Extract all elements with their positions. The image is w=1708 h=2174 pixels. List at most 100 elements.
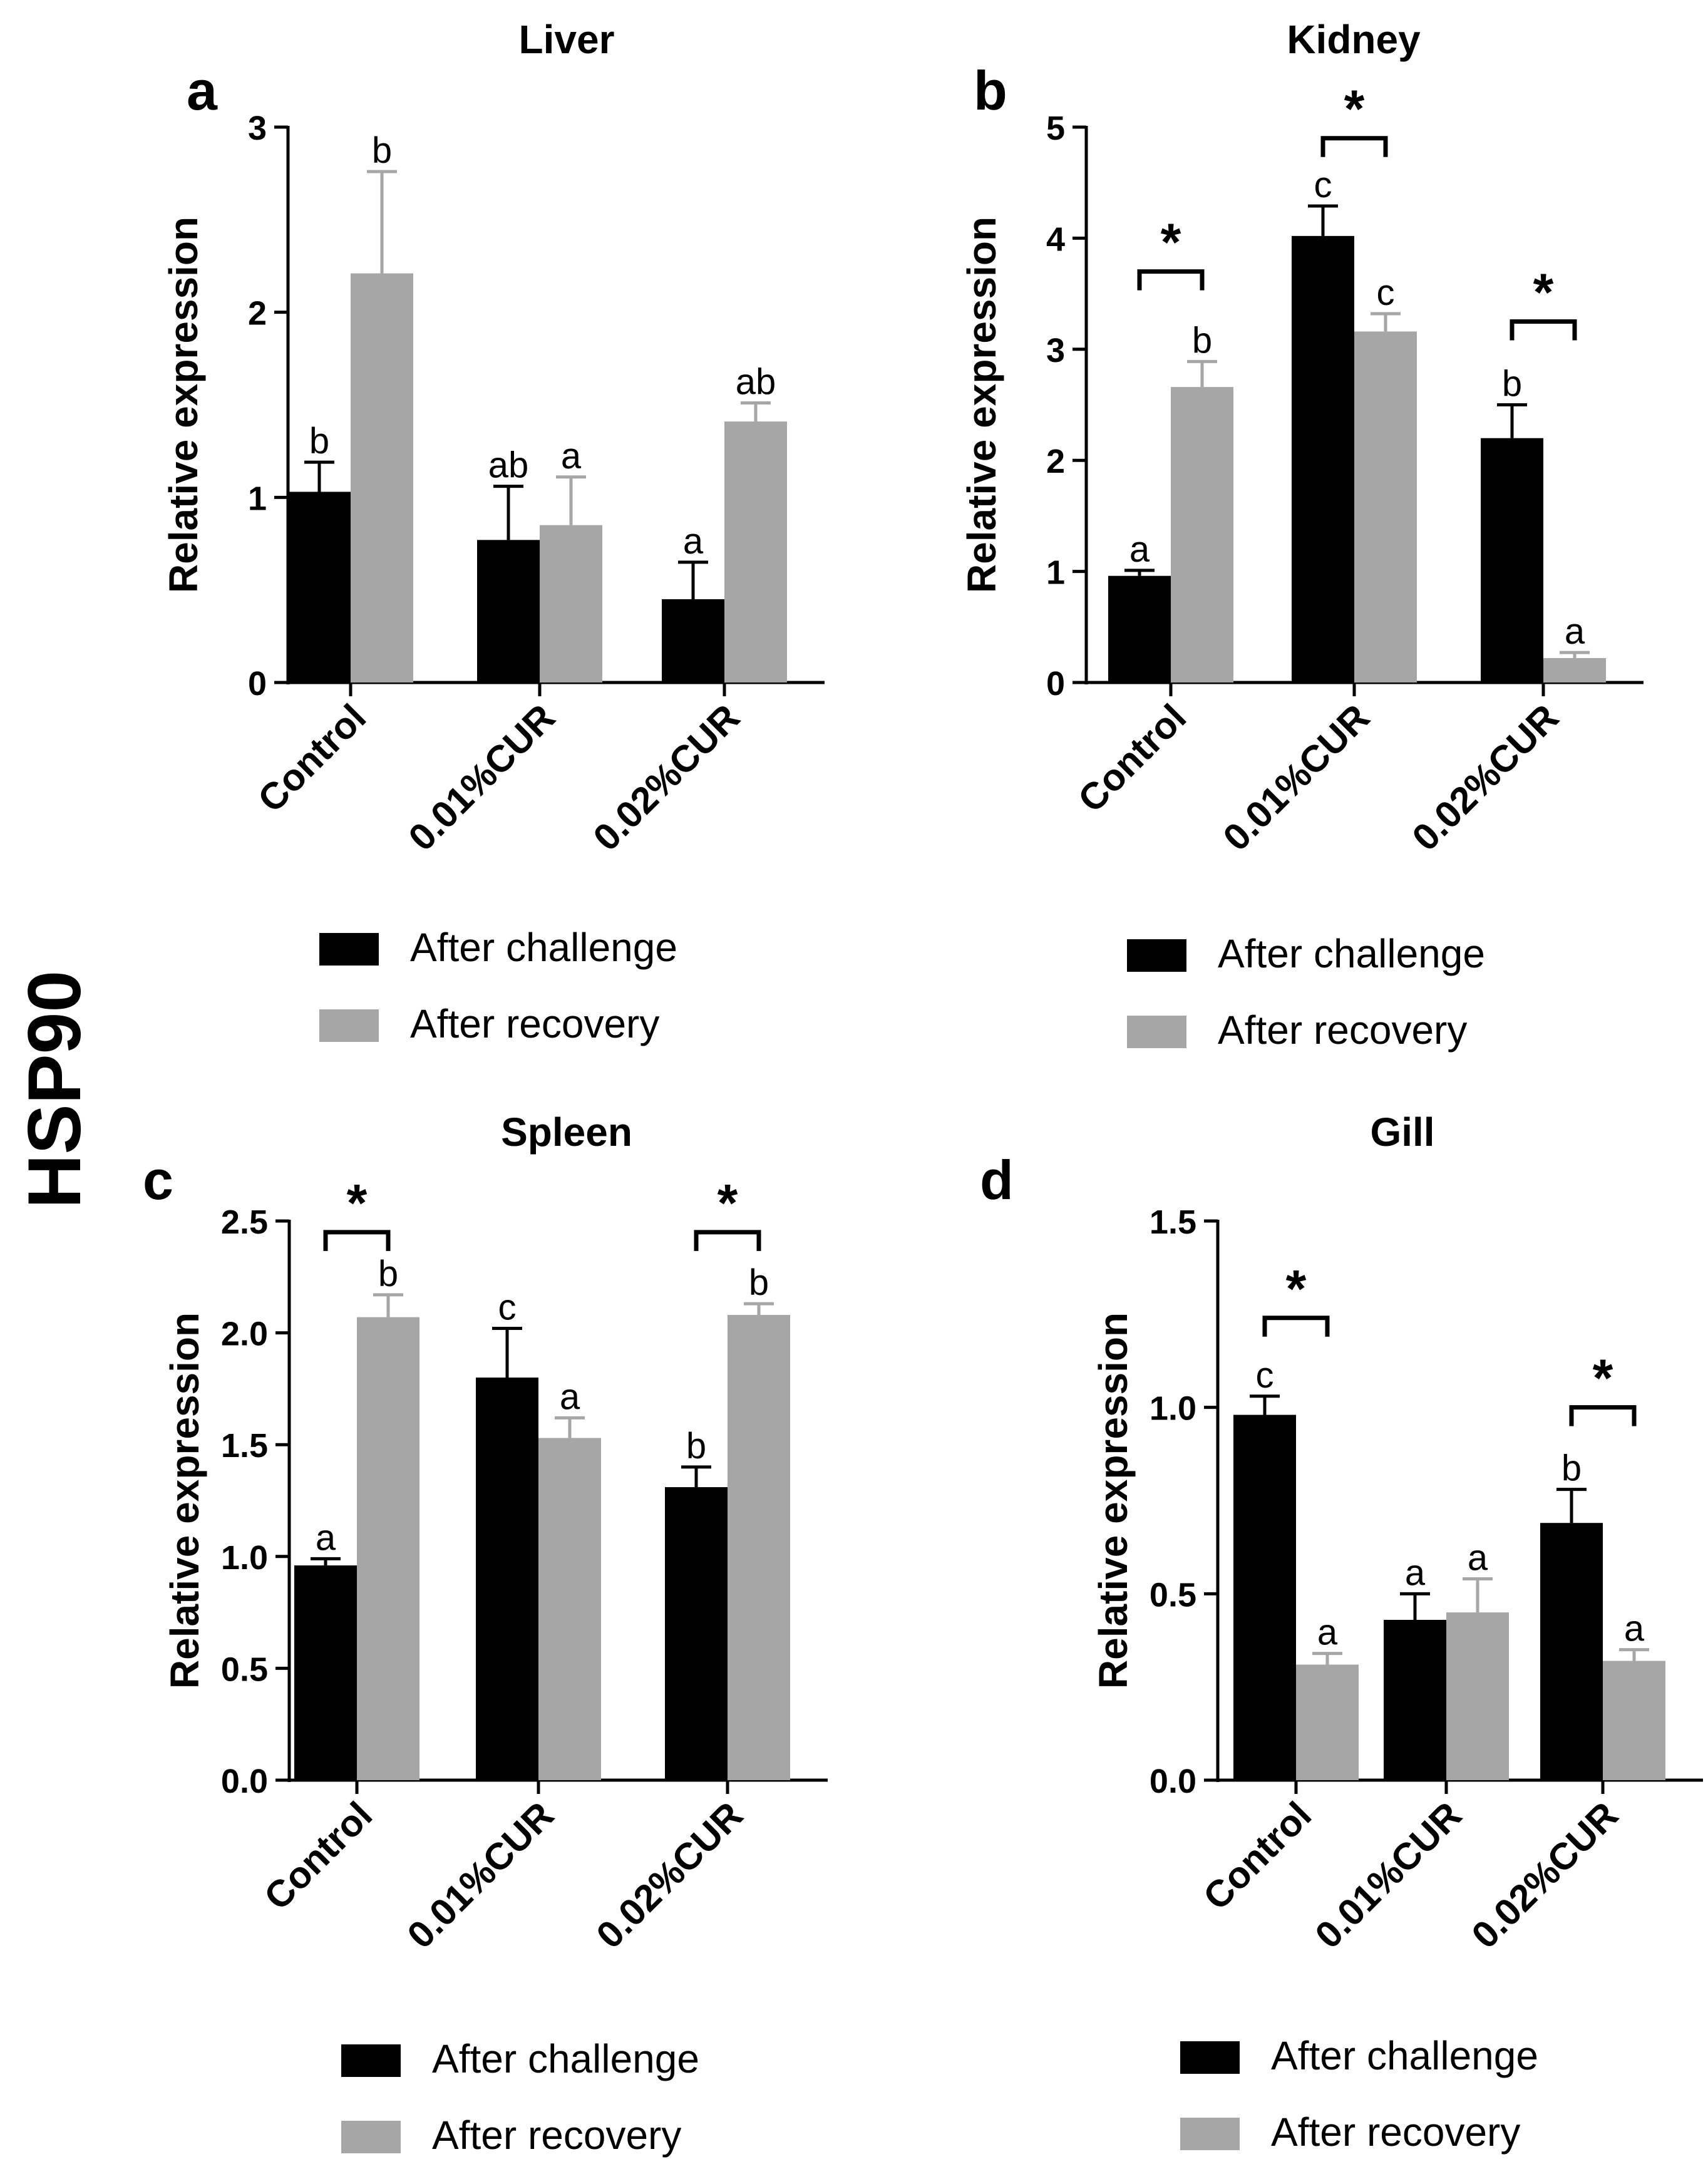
panel-letter: a xyxy=(187,59,218,121)
data-label: ab xyxy=(488,445,529,486)
y-tick-label: 1 xyxy=(1046,554,1065,592)
data-label: ab xyxy=(736,362,776,403)
x-tick-label: 0.01%CUR xyxy=(401,696,563,859)
y-tick-label: 2 xyxy=(248,295,267,332)
significance-star: * xyxy=(1286,1259,1307,1318)
data-label: a xyxy=(683,521,704,562)
legend: After challenge After recovery xyxy=(319,925,677,1046)
bar xyxy=(540,525,602,683)
panel-b: b Kidney Relative expression 0 1 2 3 4 5 Control a… xyxy=(959,17,1644,1053)
bar xyxy=(357,1317,419,1780)
legend-swatch-after-recovery xyxy=(341,2121,401,2153)
legend: After challenge After recovery xyxy=(1127,931,1485,1053)
bar xyxy=(476,1378,538,1780)
panel-d: d Gill Relative expression 0.0 0.5 1.0 1.5 Cont… xyxy=(980,1110,1703,2155)
bar xyxy=(1354,331,1417,683)
y-tick-label: 1.0 xyxy=(221,1539,268,1577)
y-tick-label: 1.0 xyxy=(1150,1390,1196,1428)
bar xyxy=(1540,1523,1603,1780)
x-tick-label: 0.02%CUR xyxy=(589,1794,751,1957)
legend-label: After challenge xyxy=(1271,2033,1538,2078)
x-tick-label: 0.01%CUR xyxy=(1215,696,1378,859)
bar xyxy=(538,1438,601,1780)
y-tick-label: 3 xyxy=(1046,332,1065,369)
chart-title: Spleen xyxy=(501,1110,632,1155)
bar xyxy=(1384,1620,1446,1780)
x-tick-label: 0.02%CUR xyxy=(585,696,748,859)
data-label: c xyxy=(1314,165,1332,205)
y-tick-label: 4 xyxy=(1046,220,1065,258)
data-label: a xyxy=(1565,611,1585,652)
bar xyxy=(477,540,540,683)
significance-star: * xyxy=(1344,80,1365,138)
x-tick-label: 0.01%CUR xyxy=(399,1794,562,1957)
data-label: b xyxy=(749,1262,769,1303)
y-tick-label: 1.5 xyxy=(1150,1203,1196,1241)
bar xyxy=(665,1487,728,1780)
bar xyxy=(294,1565,357,1780)
x-tick-label: Control xyxy=(250,696,374,820)
y-tick-label: 0.5 xyxy=(1150,1576,1196,1614)
x-tick-label: Control xyxy=(256,1794,380,1918)
legend-label: After challenge xyxy=(432,2036,699,2081)
chart-title: Kidney xyxy=(1287,17,1421,62)
legend-swatch-after-challenge xyxy=(1127,939,1186,972)
significance-star: * xyxy=(1593,1349,1613,1408)
bar xyxy=(288,492,351,683)
y-tick-label: 3 xyxy=(248,110,267,147)
chart-panels: a Liver Relative expression 0 1 2 3 Control b b 0.… xyxy=(143,17,1703,2158)
chart-title: Gill xyxy=(1370,1110,1434,1155)
y-tick-label: 2 xyxy=(1046,443,1065,480)
y-tick-label: 0 xyxy=(248,665,267,703)
significance-bracket xyxy=(1510,319,1577,341)
legend: After challenge After recovery xyxy=(1180,2033,1538,2155)
bar xyxy=(1233,1414,1296,1780)
data-label: a xyxy=(1317,1612,1338,1653)
y-axis-label: Relative expression xyxy=(161,217,206,593)
bar xyxy=(662,599,724,683)
panel-letter: c xyxy=(143,1149,173,1211)
bar xyxy=(1171,387,1233,683)
y-tick-label: 1 xyxy=(248,480,267,517)
data-label: a xyxy=(560,1376,580,1417)
significance-star: * xyxy=(1533,262,1554,321)
legend-swatch-after-recovery xyxy=(319,1009,379,1042)
y-tick-label: 0.0 xyxy=(221,1763,268,1800)
bar xyxy=(724,421,787,683)
significance-bracket xyxy=(323,1230,391,1251)
bar xyxy=(351,273,413,683)
significance-bracket xyxy=(1569,1405,1637,1426)
figure-side-label: HSP90 xyxy=(13,971,96,1208)
data-label: b xyxy=(686,1426,706,1466)
data-label: a xyxy=(561,436,582,477)
significance-star: * xyxy=(1161,213,1181,272)
legend-swatch-after-challenge xyxy=(1180,2041,1240,2074)
x-tick-label: 0.02%CUR xyxy=(1464,1794,1627,1957)
significance-bracket xyxy=(1262,1316,1330,1337)
significance-star: * xyxy=(347,1173,368,1232)
bar xyxy=(1446,1612,1509,1780)
x-tick-label: Control xyxy=(1070,696,1194,820)
legend-swatch-after-recovery xyxy=(1127,1016,1186,1048)
data-label: a xyxy=(1129,529,1150,570)
significance-bracket xyxy=(694,1230,761,1251)
data-label: c xyxy=(498,1287,517,1327)
legend-label: After challenge xyxy=(1218,931,1485,976)
y-tick-label: 2.5 xyxy=(221,1203,268,1241)
legend-label: After recovery xyxy=(1218,1007,1467,1053)
data-label: c xyxy=(1256,1355,1274,1396)
y-tick-label: 0 xyxy=(1046,665,1065,703)
panel-letter: d xyxy=(980,1149,1014,1211)
legend-label: After recovery xyxy=(432,2113,681,2158)
data-label: b xyxy=(372,130,392,171)
data-label: b xyxy=(1561,1448,1582,1489)
data-label: c xyxy=(1377,272,1395,313)
legend-swatch-after-challenge xyxy=(341,2044,401,2077)
y-tick-label: 0.5 xyxy=(221,1651,268,1688)
y-tick-label: 1.5 xyxy=(221,1427,268,1465)
significance-bracket xyxy=(1137,269,1205,291)
legend-swatch-after-challenge xyxy=(319,933,379,966)
x-tick-label: 0.02%CUR xyxy=(1404,696,1567,859)
y-tick-label: 0.0 xyxy=(1150,1763,1196,1800)
